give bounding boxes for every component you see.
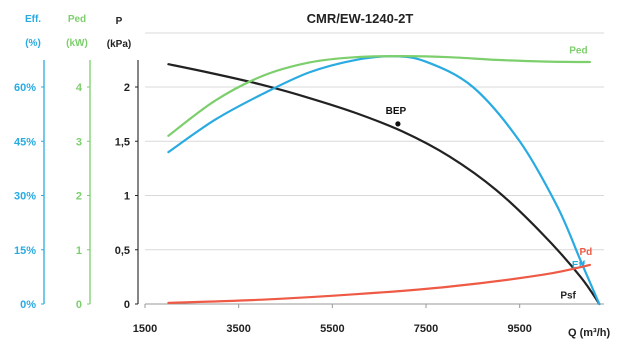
eff-tick-label: 30% bbox=[14, 191, 36, 203]
p-tick-label: 1,5 bbox=[115, 136, 130, 148]
eff-tick-label: 0% bbox=[20, 299, 36, 311]
x-tick-label: 9500 bbox=[507, 323, 531, 335]
series-line-eff bbox=[167, 55, 601, 306]
x-tick-label: 3500 bbox=[226, 323, 250, 335]
ped-tick-label: 4 bbox=[76, 82, 83, 94]
p-axis-title: P bbox=[116, 16, 123, 27]
eff-tick-label: 60% bbox=[14, 82, 36, 94]
eff-axis-title: Eff. bbox=[25, 14, 41, 25]
series-label-eff: Eff bbox=[572, 260, 586, 271]
eff-axis-unit: (%) bbox=[25, 38, 41, 49]
bep-marker bbox=[395, 121, 401, 127]
p-tick-label: 0 bbox=[124, 299, 130, 311]
chart-title: CMR/EW-1240-2T bbox=[307, 11, 414, 26]
x-tick-label: 7500 bbox=[414, 323, 438, 335]
series-line-psf bbox=[167, 63, 601, 306]
eff-tick-label: 45% bbox=[14, 136, 36, 148]
p-tick-label: 1 bbox=[124, 191, 130, 203]
ped-axis-unit: (kW) bbox=[66, 38, 88, 49]
ped-tick-label: 3 bbox=[76, 136, 82, 148]
grid bbox=[145, 32, 604, 251]
p-tick-label: 0,5 bbox=[115, 245, 130, 257]
x-tick-label: 1500 bbox=[133, 323, 157, 335]
ped-tick-label: 0 bbox=[76, 299, 82, 311]
series-label-psf: Psf bbox=[560, 291, 576, 302]
series-line-ped bbox=[167, 54, 591, 137]
ticks: 0% 15% 30% 45% 60% 0 1 2 3 4 0 0,5 1 1,5 2 1500 3500 5500… bbox=[14, 82, 532, 335]
labels: CMR/EW-1240-2T Eff. (%) Ped (kW) P (kPa)… bbox=[25, 11, 611, 339]
series-line-pd bbox=[167, 263, 591, 304]
x-tick-label: 5500 bbox=[320, 323, 344, 335]
ped-axis-title: Ped bbox=[68, 14, 86, 25]
series: Psf Eff Ped Pd BEP bbox=[167, 45, 601, 306]
x-axis-title: Q (m³/h) bbox=[568, 327, 610, 339]
series-label-pd: Pd bbox=[580, 247, 593, 258]
ped-tick-label: 2 bbox=[76, 191, 82, 203]
bep-label: BEP bbox=[386, 106, 407, 117]
axes bbox=[43, 60, 604, 305]
eff-tick-label: 15% bbox=[14, 245, 36, 257]
series-label-ped: Ped bbox=[569, 45, 587, 56]
p-axis-unit: (kPa) bbox=[107, 39, 131, 50]
ped-tick-label: 1 bbox=[76, 245, 82, 257]
p-tick-label: 2 bbox=[124, 82, 130, 94]
